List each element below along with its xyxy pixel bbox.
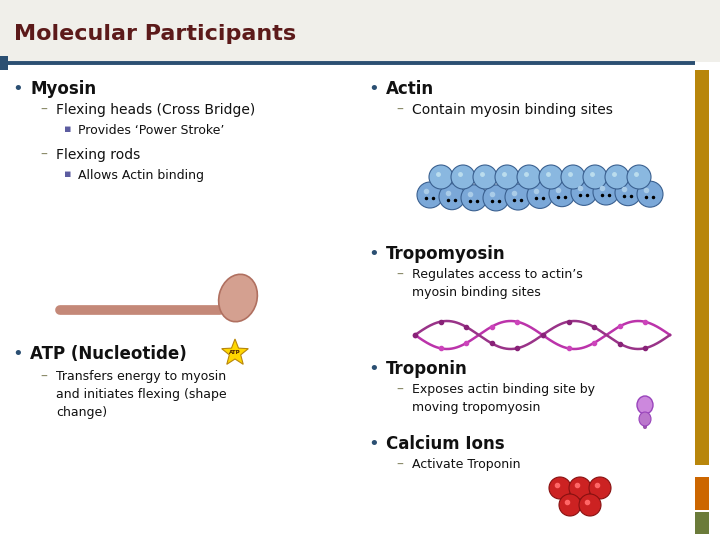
- Text: •: •: [368, 80, 379, 98]
- Circle shape: [589, 477, 611, 499]
- Circle shape: [579, 494, 601, 516]
- Text: Activate Troponin: Activate Troponin: [412, 458, 521, 471]
- Text: Tropomyosin: Tropomyosin: [386, 245, 505, 263]
- Circle shape: [571, 179, 597, 205]
- Text: Troponin: Troponin: [386, 360, 468, 378]
- Circle shape: [583, 165, 607, 189]
- FancyBboxPatch shape: [695, 70, 709, 465]
- Text: ATP: ATP: [229, 350, 240, 355]
- Text: •: •: [12, 80, 23, 98]
- Text: Regulates access to actin’s
myosin binding sites: Regulates access to actin’s myosin bindi…: [412, 268, 582, 299]
- Text: Flexing rods: Flexing rods: [56, 148, 140, 162]
- Ellipse shape: [639, 412, 651, 426]
- Text: Transfers energy to myosin
and initiates flexing (shape
change): Transfers energy to myosin and initiates…: [56, 370, 227, 419]
- Text: Exposes actin binding site by
moving tropomyosin: Exposes actin binding site by moving tro…: [412, 383, 595, 414]
- Ellipse shape: [637, 396, 653, 414]
- Circle shape: [483, 185, 509, 211]
- Text: Flexing heads (Cross Bridge): Flexing heads (Cross Bridge): [56, 103, 256, 117]
- Text: –: –: [40, 148, 47, 162]
- Text: Provides ‘Power Stroke’: Provides ‘Power Stroke’: [78, 124, 225, 137]
- Text: Actin: Actin: [386, 80, 434, 98]
- Circle shape: [561, 165, 585, 189]
- Text: –: –: [40, 103, 47, 117]
- Circle shape: [549, 181, 575, 207]
- Text: •: •: [368, 245, 379, 263]
- Text: Calcium Ions: Calcium Ions: [386, 435, 505, 453]
- Circle shape: [527, 183, 553, 208]
- Circle shape: [495, 165, 519, 189]
- FancyBboxPatch shape: [0, 0, 720, 62]
- Circle shape: [539, 165, 563, 189]
- Circle shape: [417, 182, 443, 208]
- Circle shape: [593, 179, 619, 205]
- Text: –: –: [396, 103, 403, 117]
- FancyBboxPatch shape: [0, 56, 8, 70]
- Polygon shape: [222, 339, 248, 364]
- Circle shape: [451, 165, 475, 189]
- Text: •: •: [368, 435, 379, 453]
- Text: ATP (Nucleotide): ATP (Nucleotide): [30, 345, 186, 363]
- Text: –: –: [396, 383, 403, 397]
- FancyBboxPatch shape: [695, 477, 709, 510]
- Text: •: •: [368, 360, 379, 378]
- Text: –: –: [40, 370, 47, 384]
- Text: ▪: ▪: [64, 169, 71, 179]
- Text: •: •: [12, 345, 23, 363]
- Circle shape: [461, 185, 487, 211]
- Text: Allows Actin binding: Allows Actin binding: [78, 169, 204, 182]
- Circle shape: [439, 184, 465, 210]
- Text: –: –: [396, 268, 403, 282]
- Text: Molecular Participants: Molecular Participants: [14, 24, 296, 44]
- Circle shape: [569, 477, 591, 499]
- FancyBboxPatch shape: [695, 512, 709, 534]
- Text: ▪: ▪: [64, 124, 71, 134]
- Circle shape: [429, 165, 453, 189]
- Circle shape: [615, 180, 641, 206]
- Ellipse shape: [219, 274, 257, 322]
- Circle shape: [473, 165, 497, 189]
- Circle shape: [637, 181, 663, 207]
- Circle shape: [627, 165, 651, 189]
- Circle shape: [517, 165, 541, 189]
- Text: Myosin: Myosin: [30, 80, 96, 98]
- Circle shape: [559, 494, 581, 516]
- Text: –: –: [396, 458, 403, 472]
- Text: Contain myosin binding sites: Contain myosin binding sites: [412, 103, 613, 117]
- Circle shape: [605, 165, 629, 189]
- Circle shape: [549, 477, 571, 499]
- Circle shape: [505, 184, 531, 210]
